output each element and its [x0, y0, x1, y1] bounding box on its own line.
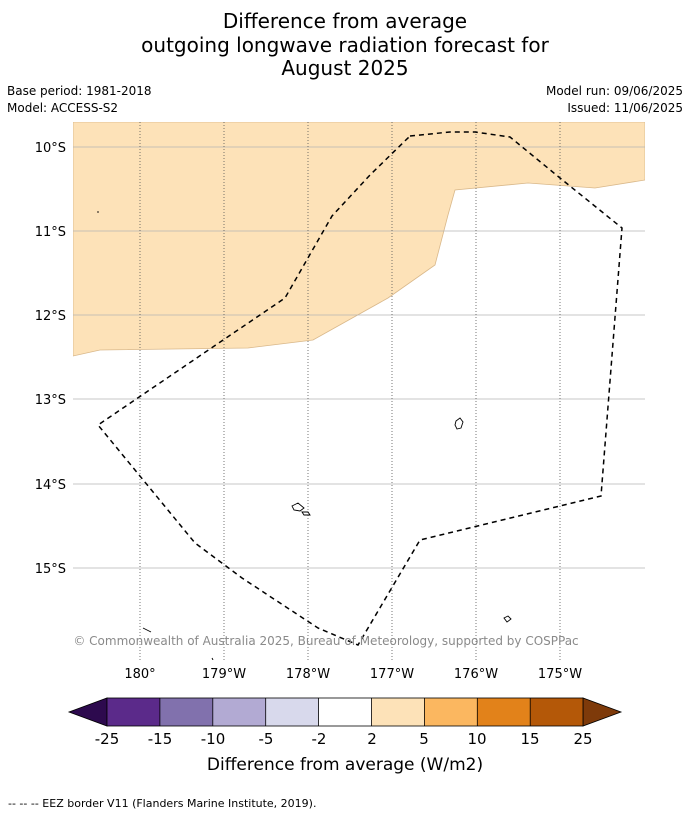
- lon-label-175w: 175°W: [538, 667, 582, 682]
- colorbar-label: Difference from average (W/m2): [207, 755, 483, 775]
- eez-legend-text: -- -- -- EEZ border V11 (Flanders Marine…: [8, 797, 317, 810]
- lat-label-12s: 12°S: [35, 309, 66, 324]
- lon-label-179w: 179°W: [202, 667, 246, 682]
- lon-label-178w: 178°W: [286, 667, 330, 682]
- issued-date-text: Issued: 11/06/2025: [567, 101, 683, 115]
- colorbar-tick--15: -15: [148, 730, 173, 748]
- lat-label-15s: 15°S: [35, 562, 66, 577]
- positive-anomaly-region: [73, 122, 645, 357]
- colorbar-tick-25: 25: [573, 730, 592, 748]
- lat-label-11s: 11°S: [35, 225, 66, 240]
- colorbar-bin-5: [318, 698, 372, 726]
- colorbar-tick-2: 2: [367, 730, 377, 748]
- lat-label-14s: 14°S: [35, 478, 66, 493]
- colorbar-bin-8: [477, 698, 531, 726]
- colorbar-bin-6: [371, 698, 425, 726]
- colorbar-tick--5: -5: [259, 730, 274, 748]
- base-period-text: Base period: 1981-2018: [7, 84, 152, 98]
- lon-label-176w: 176°W: [454, 667, 498, 682]
- map-attribution: © Commonwealth of Australia 2025, Bureau…: [73, 634, 578, 648]
- island-east: [503, 615, 512, 623]
- colorbar-tick-10: 10: [467, 730, 486, 748]
- colorbar: -25 -15 -10 -5 -2 2 5 10 15 25 Differenc…: [67, 697, 623, 775]
- colorbar-bin-2: [159, 698, 213, 726]
- lat-label-13s: 13°S: [35, 393, 66, 408]
- colorbar-tick--2: -2: [312, 730, 327, 748]
- colorbar-tick--10: -10: [201, 730, 226, 748]
- lat-label-10s: 10°S: [35, 141, 66, 156]
- lon-label-177w: 177°W: [370, 667, 414, 682]
- coastlines: [97, 211, 512, 660]
- colorbar-tick-15: 15: [520, 730, 539, 748]
- eez-border-line: [96, 131, 623, 646]
- reef-south: [211, 657, 214, 660]
- chart-title-line-2: outgoing longwave radiation forecast for: [141, 33, 549, 57]
- map-figure: 10°S 11°S 12°S 13°S 14°S 15°S 180° 179°W…: [35, 122, 645, 775]
- colorbar-tick--25: -25: [95, 730, 120, 748]
- model-run-text: Model run: 09/06/2025: [545, 84, 683, 98]
- lon-label-180: 180°: [124, 667, 155, 682]
- latitude-gridlines: [73, 146, 645, 569]
- colorbar-bin-7: [424, 698, 478, 726]
- island-sw: [142, 627, 152, 633]
- colorbar-high-extend: [582, 697, 623, 727]
- colorbar-bin-4: [265, 698, 319, 726]
- colorbar-low-extend: [67, 697, 108, 727]
- colorbar-bin-3: [212, 698, 266, 726]
- island-uvea: [454, 417, 464, 430]
- colorbar-bin-1: [107, 698, 160, 726]
- colorbar-bin-9: [530, 698, 583, 726]
- island-futuna-alofi: [291, 502, 311, 516]
- chart-title-line-3: August 2025: [281, 56, 409, 80]
- chart-title-line-1: Difference from average: [222, 9, 468, 33]
- model-name-text: Model: ACCESS-S2: [7, 101, 119, 115]
- colorbar-tick-5: 5: [419, 730, 429, 748]
